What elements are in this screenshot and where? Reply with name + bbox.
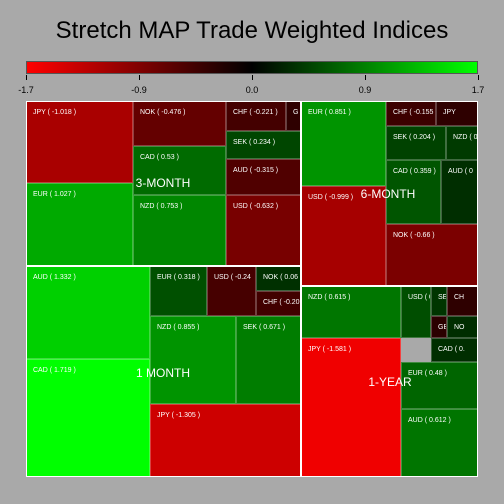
treemap-cell[interactable]: GB — [431, 316, 447, 338]
treemap-cell[interactable]: SEK ( 0.671 ) — [236, 316, 301, 404]
treemap-cell[interactable]: AUD ( 0 — [441, 160, 478, 224]
cell-label: AUD ( 1.332 ) — [33, 274, 76, 281]
treemap-cell[interactable]: USD ( -0.632 ) — [226, 195, 301, 266]
cell-label: EUR ( 0.851 ) — [308, 109, 351, 116]
color-scale-bar — [26, 61, 478, 74]
cell-label: NZD ( 0.1 — [453, 134, 478, 141]
cell-label: NOK ( 0.06 — [263, 274, 299, 281]
scale-tick-mark — [139, 75, 140, 80]
treemap-cell[interactable]: G — [286, 101, 301, 131]
scale-tick-mark — [478, 75, 479, 80]
cell-label: SE — [438, 294, 447, 301]
treemap-cell[interactable]: NZD ( 0.855 ) — [150, 316, 236, 404]
scale-tick-label: 1.7 — [471, 85, 485, 95]
treemap: JPY ( -1.018 ) EUR ( 1.027 ) NOK ( -0.476 … — [26, 101, 478, 477]
treemap-cell[interactable]: SEK ( 0.234 ) — [226, 131, 301, 159]
cell-label: NO — [454, 324, 465, 331]
cell-label: NOK ( -0.66 ) — [393, 232, 435, 239]
scale-tick-label: 0.0 — [245, 85, 259, 95]
cell-label: NZD ( 0.753 ) — [140, 203, 183, 210]
scale-tick-label: -1.7 — [18, 85, 34, 95]
chart-title: Stretch MAP Trade Weighted Indices — [55, 17, 449, 44]
cell-label: G — [293, 109, 299, 116]
cell-label: GB — [438, 324, 446, 331]
cell-label: CHF ( -0.155 — [393, 109, 434, 116]
treemap-cell[interactable]: AUD ( 0.612 ) — [401, 409, 478, 477]
treemap-cell[interactable]: USD ( -0.999 ) — [301, 186, 386, 286]
treemap-cell[interactable]: CHF ( -0.201 — [256, 291, 301, 316]
cell-label: JPY ( -1.581 ) — [308, 346, 352, 353]
treemap-cell[interactable]: NO — [447, 316, 478, 338]
cell-label: AUD ( 0 — [448, 168, 473, 175]
cell-label: CH — [454, 294, 465, 301]
treemap-cell[interactable]: NZD ( 0.753 ) — [133, 195, 226, 266]
treemap-cell[interactable]: NOK ( -0.66 ) — [386, 224, 478, 286]
treemap-cell[interactable]: SE — [431, 286, 447, 316]
treemap-cell[interactable]: EUR ( 0.48 ) — [401, 362, 478, 409]
treemap-cell[interactable]: JPY — [436, 101, 478, 126]
treemap-cell[interactable]: CH — [447, 286, 478, 316]
cell-label: JPY ( -1.018 ) — [33, 109, 77, 116]
cell-label: USD ( 0.3 — [408, 294, 430, 301]
cell-label: JPY — [443, 109, 456, 116]
treemap-cell[interactable]: CAD ( 0.53 ) — [133, 146, 226, 195]
treemap-cell[interactable]: AUD ( 1.332 ) — [26, 266, 150, 359]
treemap-cell[interactable]: JPY ( -1.305 ) — [150, 404, 301, 477]
cell-label: SEK ( 0.204 ) — [393, 134, 436, 141]
treemap-cell[interactable]: CAD ( 0.359 ) — [386, 160, 441, 224]
treemap-cell[interactable]: USD ( 0.3 — [401, 286, 431, 338]
treemap-cell[interactable]: EUR ( 0.318 ) — [150, 266, 207, 316]
cell-label: SEK ( 0.671 ) — [243, 324, 286, 331]
cell-label: CAD ( 1.719 ) — [33, 367, 76, 374]
treemap-cell[interactable]: NZD ( 0.615 ) — [301, 286, 401, 338]
treemap-cell[interactable]: CAD ( 1.719 ) — [26, 359, 150, 477]
treemap-cell[interactable]: JPY ( -1.581 ) — [301, 338, 401, 477]
cell-label: EUR ( 1.027 ) — [33, 191, 76, 198]
treemap-cell[interactable]: SEK ( 0.204 ) — [386, 126, 446, 160]
scale-tick-mark — [365, 75, 366, 80]
treemap-cell[interactable]: JPY ( -1.018 ) — [26, 101, 133, 183]
cell-label: CAD ( 0.359 ) — [393, 168, 436, 175]
treemap-cell[interactable]: EUR ( 1.027 ) — [26, 183, 133, 266]
cell-label: CHF ( -0.201 — [263, 299, 301, 306]
treemap-cell[interactable]: NOK ( 0.06 — [256, 266, 301, 291]
cell-label: EUR ( 0.48 ) — [408, 370, 447, 377]
cell-label: JPY ( -1.305 ) — [157, 412, 201, 419]
cell-label: NOK ( -0.476 ) — [140, 109, 186, 116]
cell-label: SEK ( 0.234 ) — [233, 139, 276, 146]
treemap-cell[interactable]: CHF ( -0.155 — [386, 101, 436, 126]
cell-label: CAD ( 0. — [438, 346, 465, 353]
cell-label: NZD ( 0.615 ) — [308, 294, 351, 301]
treemap-cell[interactable]: AUD ( -0.315 ) — [226, 159, 301, 195]
scale-tick-label: -0.9 — [131, 85, 147, 95]
cell-label: EUR ( 0.318 ) — [157, 274, 200, 281]
scale-tick-mark — [252, 75, 253, 80]
cell-label: CAD ( 0.53 ) — [140, 154, 179, 161]
treemap-cell[interactable]: CHF ( -0.221 ) — [226, 101, 286, 131]
treemap-cell[interactable]: CAD ( 0. — [431, 338, 478, 362]
treemap-cell[interactable]: NZD ( 0.1 — [446, 126, 478, 160]
treemap-cell[interactable]: USD ( -0.24 — [207, 266, 256, 316]
cell-label: NZD ( 0.855 ) — [157, 324, 200, 331]
cell-label: AUD ( 0.612 ) — [408, 417, 451, 424]
cell-label: USD ( -0.632 ) — [233, 203, 279, 210]
cell-label: AUD ( -0.315 ) — [233, 167, 279, 174]
scale-tick-label: 0.9 — [358, 85, 372, 95]
cell-label: USD ( -0.999 ) — [308, 194, 354, 201]
scale-tick-mark — [26, 75, 27, 80]
cell-label: CHF ( -0.221 ) — [233, 109, 278, 116]
treemap-cell[interactable]: EUR ( 0.851 ) — [301, 101, 386, 186]
treemap-cell[interactable]: NOK ( -0.476 ) — [133, 101, 226, 146]
cell-label: USD ( -0.24 — [214, 274, 251, 281]
